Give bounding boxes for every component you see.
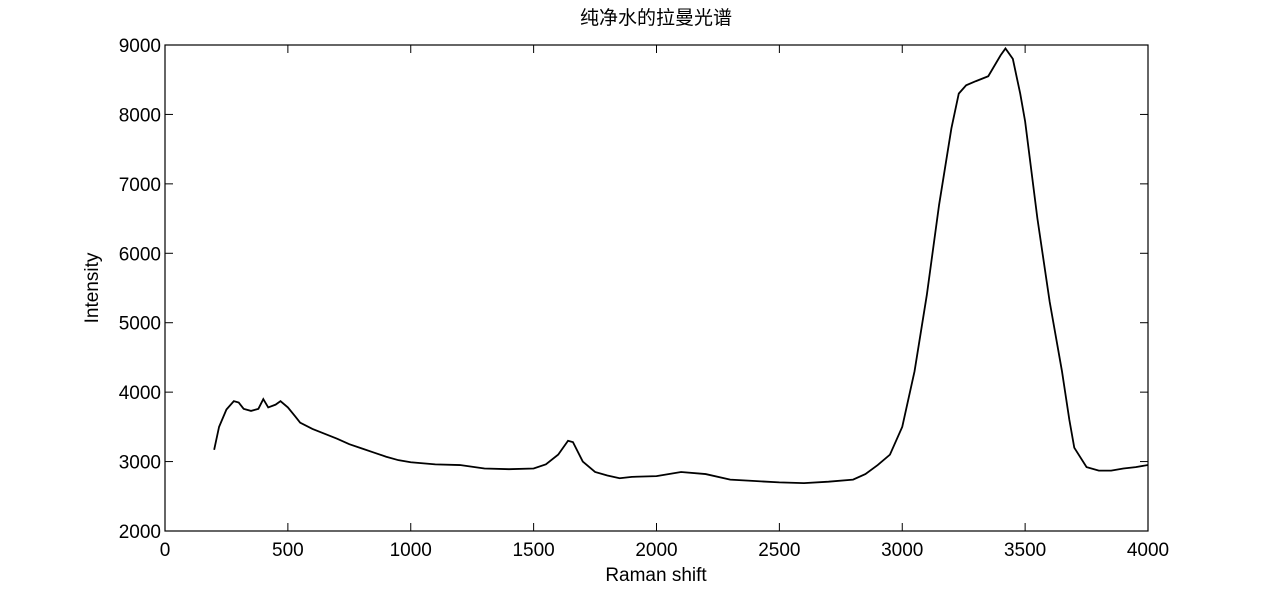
- plot-frame: [164, 44, 1149, 532]
- y-tick-label: 9000: [119, 36, 161, 57]
- x-tick-label: 500: [272, 540, 304, 561]
- x-tick-label: 0: [160, 540, 171, 561]
- y-tick-label: 7000: [119, 175, 161, 196]
- x-tick-label: 4000: [1127, 540, 1169, 561]
- x-tick-label: 1500: [512, 540, 554, 561]
- y-tick-label: 6000: [119, 244, 161, 265]
- y-tick-label: 4000: [119, 383, 161, 404]
- x-tick-label: 3500: [1004, 540, 1046, 561]
- chart-title: 纯净水的拉曼光谱: [580, 7, 732, 29]
- x-tick-label: 1000: [390, 540, 432, 561]
- x-tick-label: 2500: [758, 540, 800, 561]
- y-tick-label: 2000: [119, 522, 161, 543]
- y-tick-label: 5000: [119, 314, 161, 335]
- x-tick-label: 2000: [635, 540, 677, 561]
- data-line: [213, 46, 1149, 484]
- y-tick-label: 3000: [119, 453, 161, 474]
- y-tick-label: 8000: [119, 105, 161, 126]
- y-axis-label: Intensity: [82, 252, 103, 323]
- x-tick-label: 3000: [881, 540, 923, 561]
- x-axis-label: Raman shift: [605, 565, 707, 586]
